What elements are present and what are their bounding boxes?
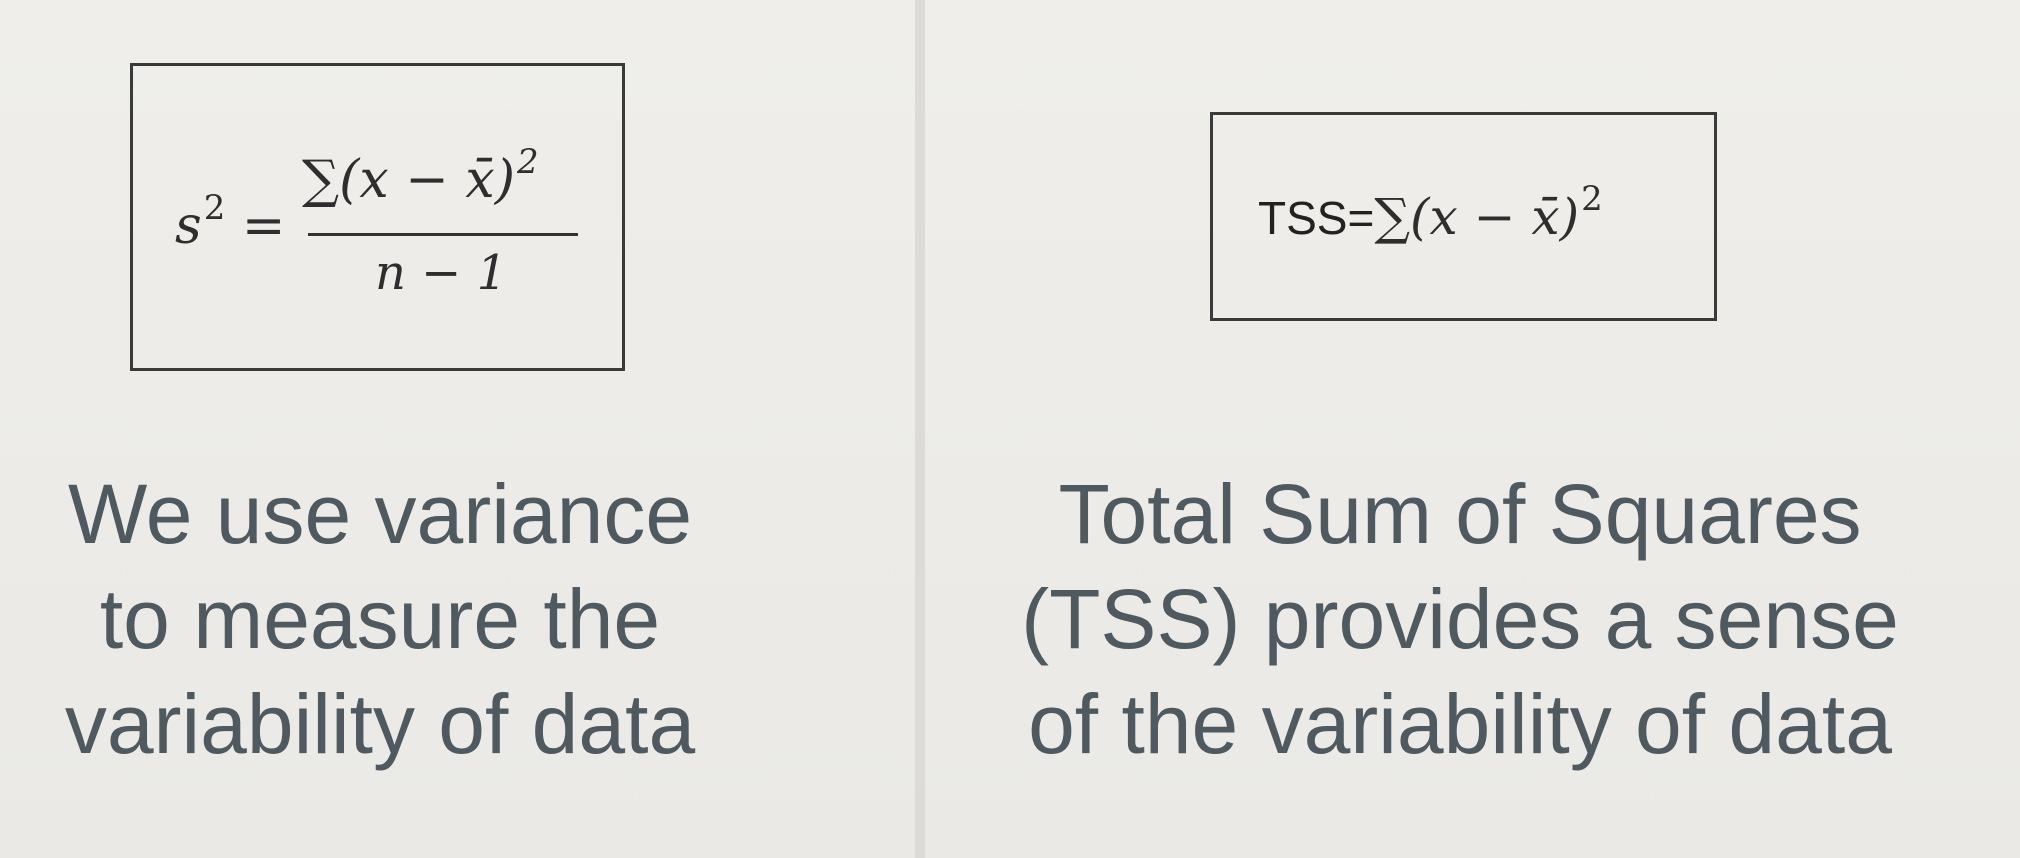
variance-exponent: 2 — [203, 188, 226, 228]
numerator-exponent: 2 — [516, 142, 539, 182]
variance-caption: We use variance to measure the variabili… — [20, 462, 740, 777]
caption-line: variability of data — [64, 677, 696, 771]
numerator-expression: ∑(x − x̄) — [302, 150, 515, 210]
tss-label: TSS= — [1258, 192, 1375, 244]
tss-exponent: 2 — [1581, 179, 1603, 219]
tss-caption: Total Sum of Squares (TSS) provides a se… — [990, 462, 1930, 777]
variance-denominator: n − 1 — [375, 245, 508, 301]
tss-formula: TSS=∑(x − x̄)2 — [1258, 179, 1603, 246]
caption-line: We use variance — [67, 467, 693, 561]
caption-line: (TSS) provides a sense — [1021, 572, 1899, 666]
variance-symbol: s — [175, 196, 202, 256]
equals-sign: = — [241, 196, 286, 256]
variance-formula-box — [130, 63, 625, 371]
caption-line: of the variability of data — [1028, 677, 1892, 771]
caption-line: Total Sum of Squares — [1058, 467, 1862, 561]
tss-formula-box — [1210, 112, 1717, 321]
variance-numerator: ∑(x − x̄)2 — [302, 142, 539, 210]
variance-lhs: s2 = — [175, 188, 286, 256]
panel-divider — [915, 0, 925, 858]
tss-expression: ∑(x − x̄) — [1374, 188, 1580, 246]
fraction-bar — [308, 233, 578, 236]
caption-line: to measure the — [99, 572, 661, 666]
